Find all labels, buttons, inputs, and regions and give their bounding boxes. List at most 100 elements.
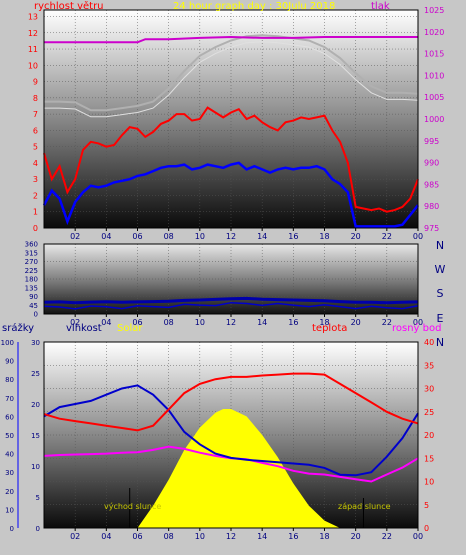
x-tick-label: 12 <box>226 532 236 541</box>
y-right-tick-label: 990 <box>424 159 439 168</box>
precip-tick-label: 70 <box>5 395 14 403</box>
y-right-tick-label: 1025 <box>424 6 444 15</box>
x-tick-label: 16 <box>288 318 298 327</box>
precip-tick-label: 20 <box>5 488 14 496</box>
y-right-tick-label: 1010 <box>424 71 444 80</box>
temp-tick-label: 30 <box>424 385 434 394</box>
precip-tick-label: 100 <box>1 339 14 347</box>
wind-gust-line <box>43 106 419 213</box>
y-right-tick-label: 1000 <box>424 115 444 124</box>
temp-tick-label: 25 <box>424 408 434 417</box>
precip-tick-label: 60 <box>5 413 14 421</box>
compass-label: W <box>435 263 446 276</box>
direction-tick-label: 180 <box>25 276 38 284</box>
humidity-line <box>43 384 419 477</box>
chart-title: 24 hour graph day : 30Julu 2018 <box>173 1 335 12</box>
x-tick-label: 04 <box>101 232 111 241</box>
precip-label: srážky <box>2 322 34 334</box>
x-tick-label: 12 <box>226 232 236 241</box>
humidity-tick-label: 5 <box>36 494 40 502</box>
humidity-tick-label: 30 <box>31 339 40 347</box>
temp-tick-label: 5 <box>424 501 429 510</box>
wind-direction-line <box>43 296 419 305</box>
compass-label: N <box>436 336 444 349</box>
x-tick-label: 10 <box>195 318 205 327</box>
wind-panel-series <box>42 34 419 228</box>
x-tick-label: 04 <box>101 532 111 541</box>
humidity-tick-label: 15 <box>31 432 40 440</box>
x-tick-label: 22 <box>382 232 392 241</box>
y-right-tick-label: 995 <box>424 137 439 146</box>
temperature-line <box>43 372 419 432</box>
x-tick-label: 18 <box>319 232 329 241</box>
sunset-label: západ slunce <box>338 502 391 511</box>
x-tick-label: 12 <box>226 318 236 327</box>
x-tick-label: 18 <box>319 318 329 327</box>
y-left-tick-label: 5 <box>33 143 38 152</box>
x-tick-label: 16 <box>288 532 298 541</box>
x-tick-label: 14 <box>257 232 267 241</box>
x-tick-label: 00 <box>413 318 423 327</box>
y-left-tick-label: 0 <box>33 224 38 233</box>
y-right-tick-label: 985 <box>424 180 439 189</box>
direction-tick-label: 90 <box>29 293 38 301</box>
direction-tick-label: 315 <box>25 249 38 257</box>
direction-panel-frame <box>43 243 419 315</box>
x-tick-label: 06 <box>132 318 142 327</box>
y-left-tick-label: 8 <box>33 94 38 103</box>
y-right-tick-label: 1005 <box>424 93 444 102</box>
y-left-tick-label: 3 <box>33 175 38 184</box>
temp-tick-label: 10 <box>424 478 434 487</box>
temp-panel-frame <box>43 341 419 529</box>
precip-tick-label: 80 <box>5 376 14 384</box>
wind-speed-label: rychlost větru <box>34 0 104 12</box>
precip-tick-label: 0 <box>10 525 14 533</box>
direction-tick-label: 360 <box>25 241 38 249</box>
y-right-tick-label: 1020 <box>424 28 444 37</box>
humidity-tick-label: 25 <box>31 370 40 378</box>
x-tick-label: 06 <box>132 232 142 241</box>
humidity-label: vlhkost <box>66 323 102 334</box>
precip-tick-label: 30 <box>5 469 14 477</box>
sunrise-label: východ slunce <box>104 502 161 511</box>
x-tick-label: 08 <box>164 318 174 327</box>
y-right-tick-label: 975 <box>424 224 439 233</box>
precip-tick-label: 40 <box>5 451 14 459</box>
x-tick-label: 02 <box>70 232 80 241</box>
x-tick-label: 02 <box>70 532 80 541</box>
y-left-tick-label: 2 <box>33 191 38 200</box>
humidity-tick-label: 10 <box>31 463 40 471</box>
temp-tick-label: 0 <box>424 524 429 533</box>
direction-tick-label: 135 <box>25 284 38 292</box>
x-tick-label: 22 <box>382 532 392 541</box>
x-tick-label: 00 <box>413 232 423 241</box>
temp-tick-label: 15 <box>424 454 434 463</box>
x-tick-label: 20 <box>351 232 361 241</box>
precip-tick-label: 50 <box>5 432 14 440</box>
y-left-tick-label: 12 <box>28 29 38 38</box>
temp-tick-label: 20 <box>424 431 434 440</box>
pressure-label: tlak <box>371 1 390 12</box>
compass-label: S <box>437 287 444 300</box>
y-right-tick-label: 1015 <box>424 50 444 59</box>
direction-tick-label: 45 <box>29 302 38 310</box>
precip-tick-label: 90 <box>5 358 14 366</box>
solar-label: Solar <box>117 323 143 334</box>
direction-tick-label: 270 <box>25 258 38 266</box>
wind-panel-axes: 0123456789101112139759809859909951000100… <box>28 6 445 241</box>
x-tick-label: 06 <box>132 532 142 541</box>
pressure-line <box>44 35 418 44</box>
temp-tick-label: 35 <box>424 361 434 370</box>
y-left-tick-label: 6 <box>33 126 38 135</box>
x-tick-label: 02 <box>70 318 80 327</box>
x-tick-label: 10 <box>195 232 205 241</box>
y-left-tick-label: 10 <box>28 61 38 70</box>
x-tick-label: 16 <box>288 232 298 241</box>
grey-trend-line <box>44 34 419 112</box>
temp-panel-series <box>43 372 419 528</box>
y-right-tick-label: 980 <box>424 202 439 211</box>
dew-point-label: rosný bod <box>392 322 441 334</box>
temperature-label: teplota <box>312 323 347 334</box>
